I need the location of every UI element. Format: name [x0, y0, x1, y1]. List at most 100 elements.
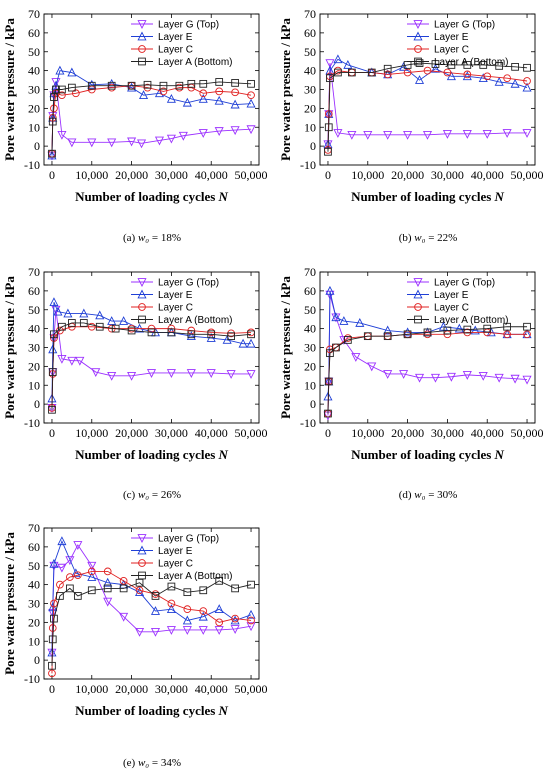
data-point [127, 371, 137, 381]
data-point [146, 369, 157, 378]
data-point [207, 330, 216, 339]
data-point [51, 78, 61, 87]
legend-label: Layer C [434, 303, 469, 314]
data-point [198, 129, 208, 138]
data-point [119, 584, 128, 593]
data-point [206, 369, 216, 378]
data-point [226, 370, 236, 379]
data-point [75, 356, 85, 366]
series-layer-e [47, 297, 256, 403]
x-tick-label: 30,000 [431, 426, 464, 440]
data-point [139, 90, 149, 100]
data-point [503, 330, 511, 339]
y-tick-label: -10 [24, 416, 40, 430]
y-tick-label: 50 [28, 303, 40, 317]
data-point [214, 95, 224, 105]
data-point [478, 371, 488, 381]
y-tick-label: 0 [34, 139, 40, 153]
x-tick-label: 30,000 [155, 168, 188, 182]
data-point [58, 91, 66, 100]
series-layer-g-top [47, 78, 256, 161]
data-point [383, 70, 392, 79]
series-layer-a-bottom [324, 59, 531, 156]
data-point [503, 74, 511, 83]
data-point [523, 63, 531, 72]
series-line [327, 62, 528, 152]
data-point [135, 627, 145, 637]
data-point [198, 611, 208, 621]
legend-marker [138, 315, 146, 324]
legend-marker [137, 20, 147, 29]
data-point [443, 68, 452, 77]
data-point [154, 88, 164, 98]
data-point [50, 330, 58, 339]
x-tick-label: 10,000 [75, 682, 108, 696]
y-tick-label: 70 [28, 7, 40, 21]
legend-marker [413, 289, 423, 299]
data-point [230, 99, 240, 109]
x-tick-label: 0 [325, 168, 331, 182]
series-layer-c [48, 567, 255, 678]
data-point [49, 561, 59, 571]
x-tick-label: 10,000 [75, 168, 108, 182]
data-point [523, 77, 531, 85]
data-point [183, 588, 192, 597]
data-point [79, 319, 88, 327]
data-point [246, 125, 256, 135]
data-point [187, 79, 196, 88]
x-tick-label: 40,000 [195, 168, 228, 182]
legend-label: Layer A (Bottom) [434, 57, 508, 68]
data-point [215, 618, 224, 627]
data-point [463, 70, 472, 79]
data-point [87, 322, 96, 331]
data-point [247, 580, 255, 589]
series-layer-a-bottom [48, 577, 255, 670]
data-point [403, 68, 412, 77]
y-tick-label: 10 [304, 378, 316, 392]
data-point [522, 129, 532, 138]
y-axis-label: Pore water pressure / kPa [278, 276, 293, 419]
x-tick-label: 40,000 [195, 426, 228, 440]
data-point [238, 338, 248, 348]
series-line [51, 302, 252, 399]
data-point [48, 669, 56, 678]
legend-marker [137, 31, 147, 41]
legend-marker [137, 278, 147, 287]
data-point [523, 322, 531, 331]
y-tick-label: 10 [28, 634, 40, 648]
data-point [246, 622, 256, 632]
data-point [186, 331, 196, 341]
series-layer-c [324, 66, 531, 154]
data-point [422, 130, 433, 140]
data-point [347, 130, 357, 140]
data-point [68, 319, 76, 327]
x-tick-label: 50,000 [235, 168, 268, 182]
data-point [215, 78, 224, 86]
legend-marker [138, 57, 146, 66]
x-tick-label: 50,000 [511, 426, 544, 440]
chart-panel-2: -10 0 10 20 30 40 50 60 70 0 10,000 20,000 30,000 40,… [278, 7, 544, 244]
data-point [231, 584, 239, 593]
y-tick-label: 50 [28, 45, 40, 59]
data-point [510, 78, 520, 88]
legend-marker [138, 559, 146, 567]
data-point [430, 63, 440, 73]
legend-label: Layer G (Top) [434, 20, 495, 31]
x-tick-label: 20,000 [115, 682, 148, 696]
data-point [325, 59, 335, 69]
data-point [48, 405, 56, 414]
legend-label: Layer A (Bottom) [158, 571, 232, 582]
data-point [198, 626, 208, 635]
panel-caption: (c) w₀ = 26% [123, 489, 181, 501]
y-tick-label: 0 [34, 653, 40, 667]
x-axis-label: Number of loading cycles N [75, 447, 228, 462]
series-line [327, 294, 528, 416]
y-tick-label: 10 [28, 378, 40, 392]
data-point [50, 599, 58, 608]
data-point [231, 88, 239, 97]
data-point [68, 83, 76, 92]
data-point [47, 150, 57, 160]
data-point [66, 584, 74, 593]
